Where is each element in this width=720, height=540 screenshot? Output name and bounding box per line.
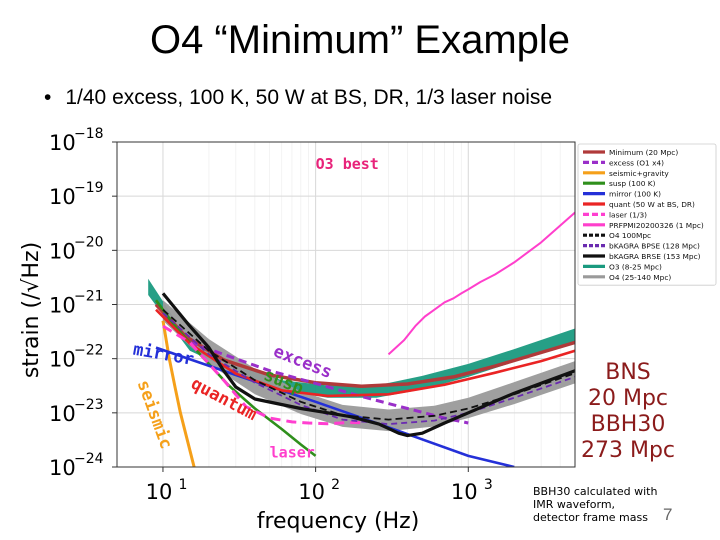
series-prfpmi20200326-1-mpc- xyxy=(387,211,575,356)
series-susp-100-k- xyxy=(154,299,317,457)
y-tick-exponent: −19 xyxy=(74,180,104,196)
legend-label: laser (1/3) xyxy=(609,210,647,219)
note-line-2: IMR waveform, xyxy=(533,498,616,511)
legend-label: quant (50 W at BS, DR) xyxy=(609,200,695,209)
annotation-laser: laser xyxy=(270,443,315,461)
y-tick-exponent: −21 xyxy=(74,289,104,305)
bands xyxy=(148,278,575,432)
note-line-1: BBH30 calculated with xyxy=(533,485,658,498)
bbh30-label: BBH30 xyxy=(590,412,666,437)
series-quant-50-w-at-bs-dr- xyxy=(155,308,575,398)
x-tick-label: 10 xyxy=(146,480,173,504)
x-tick-label: 10 xyxy=(451,480,478,504)
x-tick-exponent: 2 xyxy=(331,477,340,493)
legend-label: seismic+gravity xyxy=(609,169,669,178)
detector-range-summary: BNS 20 Mpc BBH30 273 Mpc xyxy=(572,360,684,464)
legend-label: O4 (25-140 Mpc) xyxy=(609,273,671,282)
legend-label: O3 (8-25 Mpc) xyxy=(609,262,662,271)
legend-box xyxy=(577,143,717,286)
y-tick-label: 10 xyxy=(49,294,76,318)
calculation-note: BBH30 calculated with IMR waveform, dete… xyxy=(533,485,673,524)
series-excess-o1-x4- xyxy=(189,340,469,425)
y-tick-label: 10 xyxy=(49,348,76,372)
legend-label: bKAGRA BPSE (128 Mpc) xyxy=(609,242,700,251)
page-number: 7 xyxy=(663,505,673,524)
y-tick-label: 10 xyxy=(49,456,76,480)
x-tick-exponent: 3 xyxy=(484,477,493,493)
bbh30-range: 273 Mpc xyxy=(580,438,676,463)
bullet-text: 1/40 excess, 100 K, 50 W at BS, DR, 1/3 … xyxy=(65,86,553,109)
y-tick-exponent: −18 xyxy=(74,126,104,142)
ticks: 10 1 10 2 10 310−1810−1910−2010−2110−2210−231… xyxy=(49,126,493,504)
series-o4-100mpc xyxy=(162,309,575,421)
bns-label: BNS xyxy=(605,360,651,385)
legend-label: O4 100Mpc xyxy=(609,231,651,240)
x-axis-label: frequency (Hz) xyxy=(257,509,420,534)
band-o3-8-25-mpc- xyxy=(148,278,575,398)
legend-label: Minimum (20 Mpc) xyxy=(609,148,678,157)
bns-range: 20 Mpc xyxy=(587,386,669,411)
y-tick-exponent: −24 xyxy=(74,451,104,467)
slide-title: O4 “Minimum” Example xyxy=(149,18,571,62)
legend-label: mirror (100 K) xyxy=(609,190,661,199)
y-axis-label: strain (/√Hz) xyxy=(19,242,44,378)
bullet-dot-icon: • xyxy=(44,86,52,109)
legend-label: excess (O1 x4) xyxy=(609,158,664,167)
x-tick-label: 10 xyxy=(298,480,325,504)
y-tick-exponent: −22 xyxy=(74,343,104,359)
note-line-3: detector frame mass xyxy=(533,511,648,524)
legend-label: PRFPMI20200326 (1 Mpc) xyxy=(609,221,704,230)
y-tick-exponent: −20 xyxy=(74,234,104,250)
y-tick-label: 10 xyxy=(49,402,76,426)
legend-label: susp (100 K) xyxy=(609,179,656,188)
y-tick-exponent: −23 xyxy=(74,397,104,413)
legend-label: bKAGRA BRSE (153 Mpc) xyxy=(609,252,701,261)
x-tick-exponent: 1 xyxy=(178,477,187,493)
bullet-point: • 1/40 excess, 100 K, 50 W at BS, DR, 1/3… xyxy=(44,86,552,110)
series-laser-1-3- xyxy=(162,324,362,426)
legend: Minimum (20 Mpc)excess (O1 x4) seismic+gr… xyxy=(577,143,717,286)
y-tick-label: 10 xyxy=(49,185,76,209)
annotation-O3 best: O3 best xyxy=(316,155,379,173)
band-o4-25-140-mpc- xyxy=(163,300,575,432)
y-tick-label: 10 xyxy=(49,131,76,155)
series xyxy=(154,211,575,467)
series-bkagra-brse-153-mpc- xyxy=(161,292,575,438)
y-tick-label: 10 xyxy=(49,239,76,263)
